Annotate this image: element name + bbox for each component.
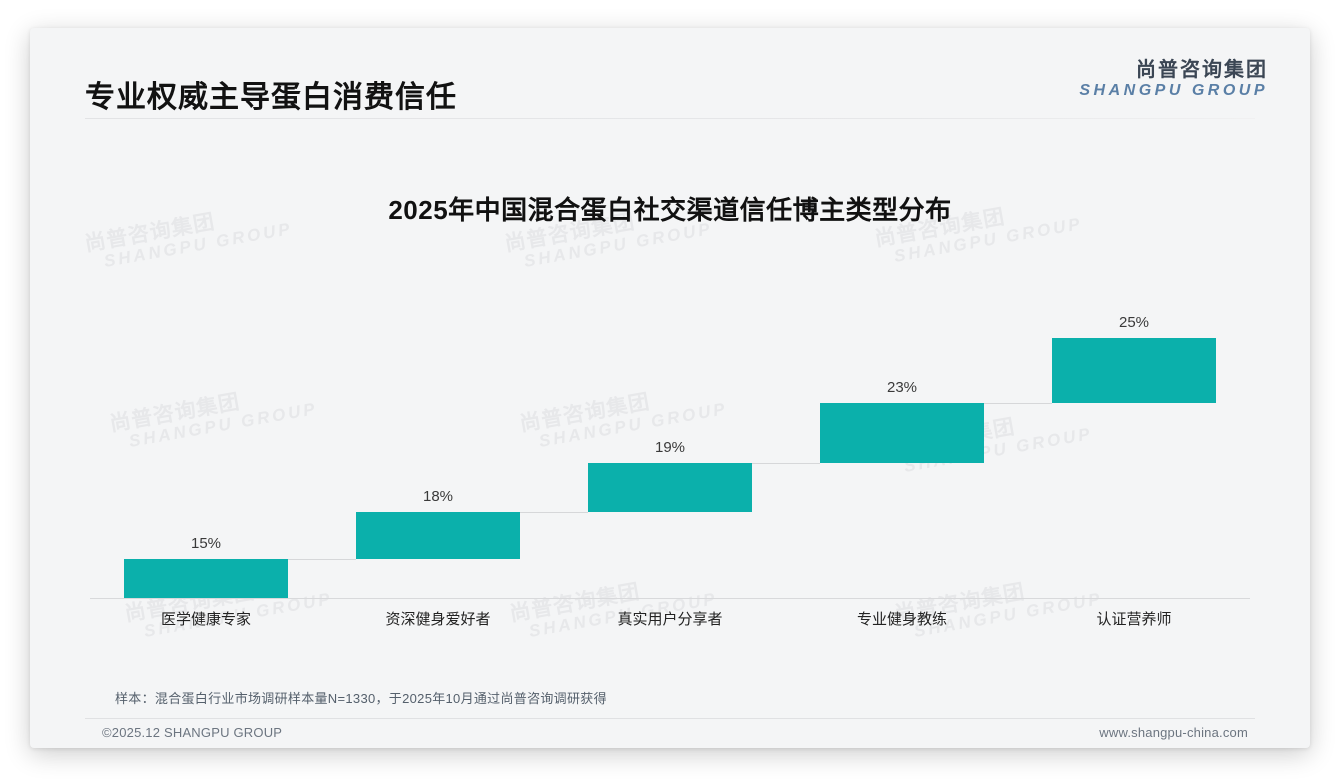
category-label-1: 医学健康专家 [160,611,251,628]
bar-value-label-5: 25% [1118,314,1150,331]
category-label-4: 专业健身教练 [856,611,947,628]
bar-5 [1052,338,1216,403]
slide-footer: ©2025.12 SHANGPU GROUP www.shangpu-china… [30,720,1310,748]
website-link[interactable]: www.shangpu-china.com [1099,725,1248,740]
bar-3 [588,462,752,513]
chart-title: 2025年中国混合蛋白社交渠道信任博主类型分布 [388,195,952,225]
copyright-text: ©2025.12 SHANGPU GROUP [102,725,283,740]
bar-value-label-1: 15% [190,535,222,552]
sample-footnote: 样本：混合蛋白行业市场调研样本量N=1330，于2025年10月通过尚普咨询调研… [115,691,607,706]
chart-panel: 尚普咨询集团 SHANGPU GROUP 尚普咨询集团 SHANGPU GROU… [30,120,1310,680]
bar-value-label-2: 18% [422,488,454,506]
category-label-2: 资深健身爱好者 [385,611,491,628]
logo-english-text: SHANGPU GROUP [1079,82,1268,99]
waterfall-connector-3 [752,462,820,464]
bar-2 [356,512,520,559]
waterfall-connector-1 [288,559,356,560]
header-divider [85,118,1255,119]
logo-chinese-text: 尚普咨询集团 [1136,59,1268,81]
page-title: 专业权威主导蛋白消费信任 [85,81,457,114]
bar-value-label-3: 19% [654,438,686,456]
slide-card: 专业权威主导蛋白消费信任 尚普咨询集团 SHANGPU GROUP 尚普咨询集团… [30,28,1310,748]
waterfall-connector-4 [984,403,1052,404]
footnote-section: 样本：混合蛋白行业市场调研样本量N=1330，于2025年10月通过尚普咨询调研… [30,680,1310,720]
waterfall-chart-plot: 15% 医学健康专家 18% 资深健身爱好者 19% 真实用户分享者 23% 专业健身教练 25… [30,120,1310,680]
bar-4 [820,403,984,463]
bar-value-label-4: 23% [886,379,918,396]
brand-logo: 尚普咨询集团 SHANGPU GROUP [1079,60,1268,100]
x-axis-line [90,598,1250,599]
bar-1 [124,559,288,598]
slide-header: 专业权威主导蛋白消费信任 尚普咨询集团 SHANGPU GROUP [30,28,1310,120]
category-label-3: 真实用户分享者 [617,611,723,628]
category-label-5: 认证营养师 [1096,611,1172,628]
waterfall-connector-2 [520,512,588,514]
footnote-divider [85,718,1255,719]
